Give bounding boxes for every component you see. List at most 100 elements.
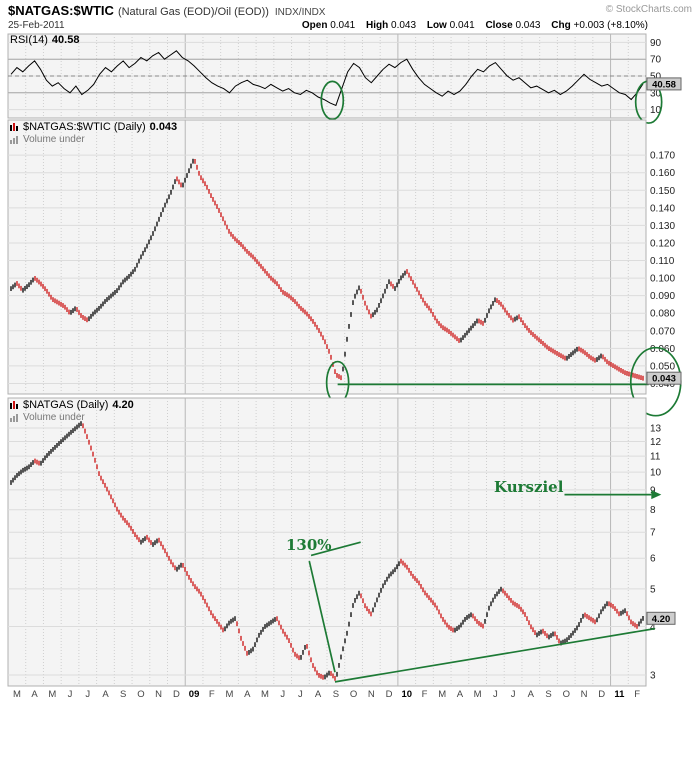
y-tick-label: 30 bbox=[650, 88, 662, 99]
x-tick-label: M bbox=[13, 689, 21, 700]
x-tick-label: M bbox=[438, 689, 446, 700]
y-tick-label: 0.110 bbox=[650, 256, 675, 267]
ratio-price-series bbox=[10, 158, 644, 381]
volume-label-text: Volume under bbox=[23, 134, 85, 145]
x-tick-label: O bbox=[563, 689, 570, 700]
rsi-value: 40.58 bbox=[51, 34, 80, 46]
x-tick-label: J bbox=[68, 689, 73, 700]
close-label: Close bbox=[485, 20, 513, 31]
x-tick-label: D bbox=[386, 689, 393, 700]
y-tick-label: 6 bbox=[650, 554, 656, 565]
copyright: © StockCharts.com bbox=[605, 4, 692, 15]
natgas-label: $NATGAS (Daily) bbox=[23, 399, 109, 411]
arrowhead-icon bbox=[651, 490, 662, 500]
candlestick-icon bbox=[10, 122, 18, 131]
header-line: $NATGAS:$WTIC (Natural Gas (EOD)/Oil (EOD… bbox=[8, 3, 325, 18]
ratio-volume-label: Volume under bbox=[10, 134, 85, 145]
x-tick-label: A bbox=[244, 689, 251, 700]
natgas-panel: 13 12 11 10 9 8 7 6 5 4 3 4.20 bbox=[7, 397, 676, 687]
ratio-panel: 0.170 0.160 0.150 0.140 0.130 0.120 0.110 0.100… bbox=[7, 119, 682, 417]
y-tick-label: 0.090 bbox=[650, 291, 675, 302]
open-label: Open bbox=[301, 20, 328, 31]
volume-label-text: Volume under bbox=[23, 412, 85, 423]
x-tick-label: N bbox=[368, 689, 375, 700]
x-tick-label: J bbox=[280, 689, 285, 700]
low-label: Low bbox=[426, 20, 447, 31]
x-tick-label: M bbox=[226, 689, 234, 700]
chg-label: Chg bbox=[551, 20, 571, 31]
last-value-box bbox=[646, 371, 682, 385]
x-tick-label: S bbox=[120, 689, 126, 700]
ratio-value: 0.043 bbox=[149, 121, 178, 133]
y-tick-label: 11 bbox=[650, 452, 661, 463]
y-tick-label: 4 bbox=[650, 622, 656, 633]
y-tick-label: 0.160 bbox=[650, 168, 675, 179]
y-tick-label: 90 bbox=[650, 38, 662, 49]
y-tick-label: 0.120 bbox=[650, 238, 675, 249]
rsi-panel: 90 70 50 30 10 40.58 bbox=[7, 33, 682, 124]
symbol: $NATGAS:$WTIC bbox=[8, 3, 114, 18]
natgas-volume-label: Volume under bbox=[10, 412, 85, 423]
x-axis-labels: M A M J J A S O N D 09 F M A M J J A S O N D 10 F M A M J J A S O N D 11 F bbox=[13, 689, 640, 700]
natgas-price-series bbox=[10, 421, 644, 681]
panel-background bbox=[7, 119, 647, 395]
rsi-panel-label: RSI(14) 40.58 bbox=[10, 34, 79, 46]
x-tick-label: D bbox=[173, 689, 180, 700]
natgas-panel-label: $NATGAS (Daily) 4.20 bbox=[10, 399, 134, 411]
close-value: 0.043 bbox=[515, 20, 541, 31]
x-tick-label: D bbox=[598, 689, 605, 700]
symbol-description: (Natural Gas (EOD)/Oil (EOD)) bbox=[117, 6, 269, 18]
last-value-box bbox=[646, 611, 676, 625]
x-tick-label: J bbox=[511, 689, 516, 700]
x-tick-label: 11 bbox=[614, 689, 625, 700]
x-tick-label: O bbox=[350, 689, 357, 700]
annotation-kursziel-text: Kursziel bbox=[494, 478, 564, 496]
x-tick-label: M bbox=[48, 689, 56, 700]
x-tick-label: A bbox=[528, 689, 535, 700]
high-value: 0.043 bbox=[391, 20, 417, 31]
candlestick-icon bbox=[10, 400, 18, 409]
month-gridlines bbox=[25, 398, 629, 686]
natgas-value: 4.20 bbox=[112, 399, 134, 411]
chart-date: 25-Feb-2011 bbox=[8, 20, 65, 31]
x-tick-label: A bbox=[457, 689, 464, 700]
open-value: 0.041 bbox=[330, 20, 356, 31]
annotation-130pct-text: 130% bbox=[286, 536, 332, 554]
y-tick-label: 3 bbox=[650, 670, 656, 681]
y-tick-label: 0.150 bbox=[650, 186, 675, 197]
x-tick-label: J bbox=[298, 689, 303, 700]
last-value-label: 4.20 bbox=[652, 614, 671, 625]
y-tick-label: 50 bbox=[650, 72, 662, 83]
annotation-rsi-low-2009 bbox=[320, 80, 345, 121]
quote-line: Open 0.041 High 0.043 Low 0.041 Close 0.… bbox=[294, 20, 648, 31]
y-tick-label: 8 bbox=[650, 505, 656, 516]
x-tick-label: N bbox=[581, 689, 588, 700]
rsi-label: RSI(14) bbox=[10, 34, 48, 46]
x-tick-label: F bbox=[634, 689, 640, 700]
x-tick-label: 10 bbox=[402, 689, 413, 700]
x-tick-label: O bbox=[137, 689, 144, 700]
y-tick-label: 70 bbox=[650, 55, 662, 66]
last-value-label: 40.58 bbox=[652, 79, 676, 90]
x-tick-label: N bbox=[155, 689, 162, 700]
y-tick-label: 0.070 bbox=[650, 326, 675, 337]
y-tick-label: 9 bbox=[650, 485, 656, 496]
x-tick-label: F bbox=[209, 689, 215, 700]
y-tick-label: 0.080 bbox=[650, 309, 675, 320]
chg-value: +0.003 (+8.10%) bbox=[573, 20, 649, 31]
annotation-measure-up bbox=[310, 541, 361, 557]
annotation-rising-trendline bbox=[334, 627, 656, 683]
y-tick-label: 12 bbox=[650, 437, 662, 448]
rsi-line bbox=[10, 50, 644, 107]
y-tick-label: 7 bbox=[650, 528, 656, 539]
y-tick-label: 0.170 bbox=[650, 151, 675, 162]
x-tick-label: A bbox=[102, 689, 109, 700]
exchange: INDX/INDX bbox=[274, 7, 326, 18]
y-tick-label: 13 bbox=[650, 423, 662, 434]
x-tick-label: J bbox=[85, 689, 90, 700]
x-tick-label: F bbox=[422, 689, 428, 700]
x-tick-label: S bbox=[333, 689, 339, 700]
volume-icon bbox=[10, 414, 18, 422]
